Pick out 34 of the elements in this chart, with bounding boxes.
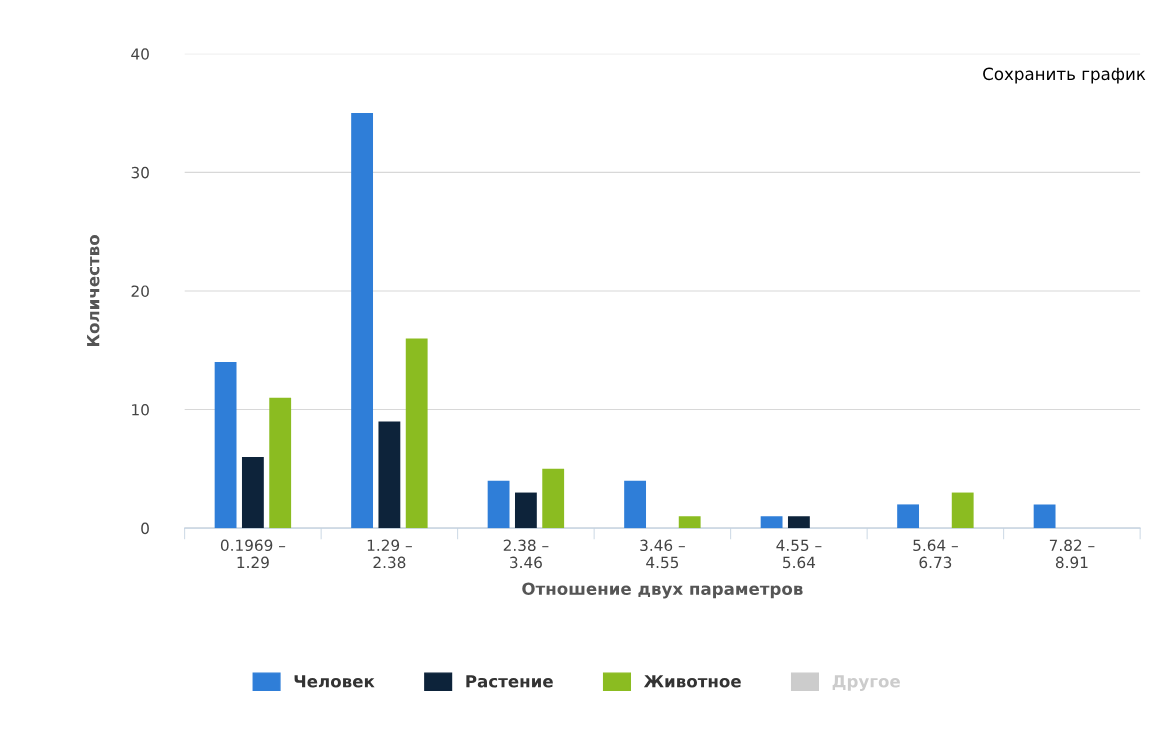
x-tick-label: 2.38 – 3.46 [503, 539, 549, 569]
x-tick-label: 4.55 – 5.64 [776, 539, 822, 569]
bar [1033, 504, 1056, 529]
y-tick-label: 40 [131, 48, 149, 60]
bar [269, 397, 292, 529]
annotation: Сохранить график [983, 67, 1146, 84]
y-tick-label: 20 [131, 285, 149, 297]
bar [514, 492, 537, 529]
bar [678, 516, 701, 529]
bar [487, 480, 510, 529]
y-tick-label: 0 [141, 522, 149, 535]
legend-label: Растение [466, 675, 553, 688]
bar [405, 338, 428, 529]
x-tick-label: 3.46 – 4.55 [640, 539, 685, 569]
bar [787, 516, 810, 529]
bar [624, 480, 647, 529]
bar [951, 492, 974, 529]
bar [378, 421, 401, 529]
x-tick-label: 7.82 – 8.91 [1049, 539, 1095, 569]
x-axis-title: Отношение двух параметров [522, 582, 803, 599]
y-tick-label: 30 [131, 166, 149, 179]
y-axis-title: Количество [87, 235, 100, 347]
x-tick-label: 1.29 – 2.38 [367, 539, 412, 569]
x-tick-label: 0.1969 – 1.29 [220, 539, 286, 569]
x-tick-label: 5.64 – 6.73 [913, 539, 958, 569]
bar [897, 504, 920, 529]
bar [214, 362, 237, 529]
legend-label: Человек [294, 675, 375, 688]
bar [760, 516, 783, 529]
y-tick-label: 10 [132, 404, 149, 416]
bar [542, 468, 565, 529]
legend-label: Животное [643, 675, 741, 688]
bar [351, 113, 374, 529]
bar [241, 456, 264, 529]
